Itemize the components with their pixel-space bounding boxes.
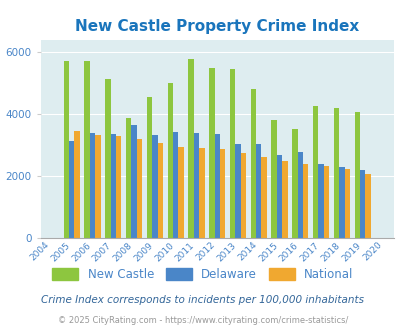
Bar (338, 167, 344, 238)
Bar (193, 133, 198, 238)
Bar (209, 68, 214, 238)
Bar (261, 157, 266, 238)
Bar (126, 118, 131, 238)
Bar (178, 147, 183, 238)
Bar (250, 89, 256, 238)
Bar (147, 96, 152, 238)
Legend: New Castle, Delaware, National: New Castle, Delaware, National (47, 263, 358, 286)
Title: New Castle Property Crime Index: New Castle Property Crime Index (75, 19, 358, 34)
Bar (271, 120, 276, 238)
Bar (297, 152, 302, 238)
Bar (74, 131, 80, 238)
Bar (220, 149, 225, 238)
Bar (302, 164, 308, 238)
Bar (198, 148, 204, 238)
Bar (281, 161, 287, 238)
Bar (136, 139, 142, 238)
Bar (229, 69, 235, 238)
Bar (364, 174, 370, 238)
Bar (116, 136, 121, 238)
Bar (276, 155, 281, 238)
Text: © 2025 CityRating.com - https://www.cityrating.com/crime-statistics/: © 2025 CityRating.com - https://www.city… (58, 315, 347, 325)
Bar (235, 144, 240, 238)
Bar (152, 135, 157, 238)
Bar (131, 125, 136, 238)
Bar (323, 166, 328, 238)
Bar (90, 133, 95, 238)
Bar (344, 169, 349, 238)
Bar (157, 143, 162, 238)
Bar (167, 83, 173, 238)
Bar (84, 61, 90, 238)
Bar (240, 153, 245, 238)
Bar (359, 170, 364, 238)
Bar (69, 141, 74, 238)
Bar (64, 61, 69, 238)
Bar (333, 108, 338, 238)
Bar (110, 134, 116, 238)
Bar (95, 135, 100, 238)
Bar (292, 129, 297, 238)
Bar (318, 164, 323, 238)
Bar (173, 132, 178, 238)
Bar (256, 145, 261, 238)
Text: Crime Index corresponds to incidents per 100,000 inhabitants: Crime Index corresponds to incidents per… (41, 295, 364, 305)
Bar (188, 59, 193, 238)
Bar (214, 134, 220, 238)
Bar (354, 112, 359, 238)
Bar (312, 106, 318, 238)
Bar (105, 79, 110, 238)
